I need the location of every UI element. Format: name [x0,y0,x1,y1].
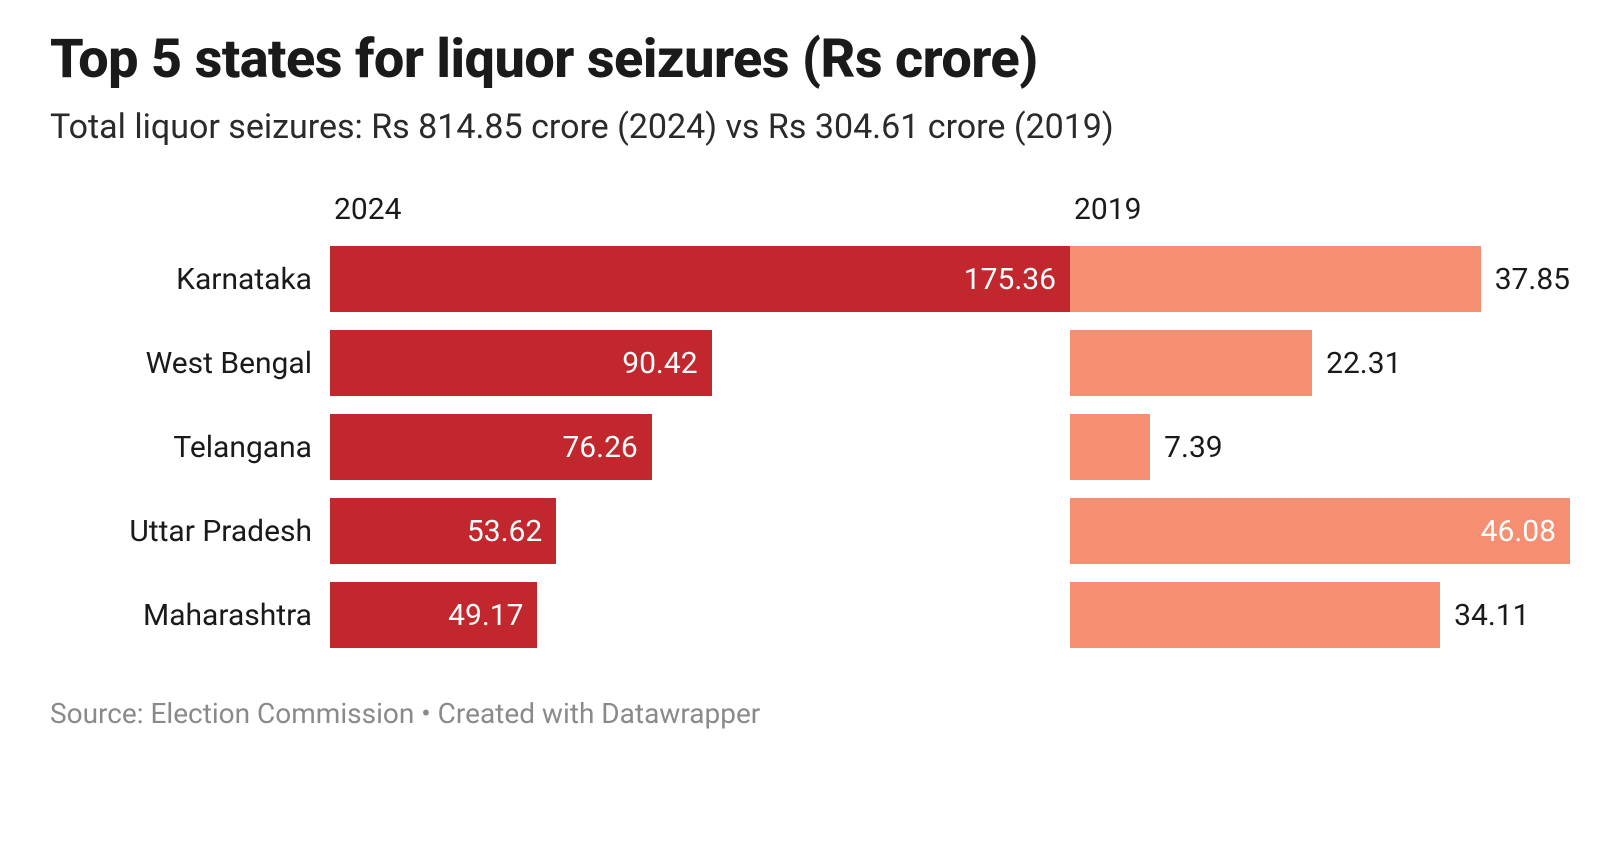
bar: 76.26 [330,414,652,480]
bar-value-label: 37.85 [1481,262,1570,297]
series-2024-column: 2024 175.36 90.42 76.26 53.62 49.17 [330,185,1070,657]
bar-cell: 34.11 [1070,573,1570,657]
bar-cell: 175.36 [330,237,1070,321]
bar-cell: 90.42 [330,321,1070,405]
bar [1070,330,1312,396]
bar: 49.17 [330,582,537,648]
series-header: 2024 [330,185,1070,237]
bar: 53.62 [330,498,556,564]
bar: 46.08 [1070,498,1570,564]
state-label: Uttar Pradesh [50,514,330,549]
chart-source: Source: Election Commission • Created wi… [50,697,1550,730]
state-label: Maharashtra [50,598,330,633]
bar: 90.42 [330,330,712,396]
bar-cell: 7.39 [1070,405,1570,489]
bar-value-label: 7.39 [1150,430,1223,465]
state-labels-column: . Karnataka West Bengal Telangana Uttar … [50,185,330,657]
bar: 175.36 [330,246,1070,312]
bar [1070,246,1481,312]
bar-cell: 49.17 [330,573,1070,657]
bar-cell: 76.26 [330,405,1070,489]
chart-subtitle: Total liquor seizures: Rs 814.85 crore (… [50,107,1550,147]
state-label: Telangana [50,430,330,465]
bar-cell: 53.62 [330,489,1070,573]
chart-title: Top 5 states for liquor seizures (Rs cro… [50,30,1550,89]
bar-value-label: 34.11 [1440,598,1529,633]
bar-cell: 22.31 [1070,321,1570,405]
state-label: Karnataka [50,262,330,297]
state-label: West Bengal [50,346,330,381]
bar-cell: 37.85 [1070,237,1570,321]
series-header: 2019 [1070,185,1570,237]
bar-value-label: 22.31 [1312,346,1401,381]
bar-cell: 46.08 [1070,489,1570,573]
bar [1070,414,1150,480]
chart-area: . Karnataka West Bengal Telangana Uttar … [50,185,1550,657]
series-2019-column: 2019 37.85 22.31 7.39 46.08 34.11 [1070,185,1570,657]
bar [1070,582,1440,648]
